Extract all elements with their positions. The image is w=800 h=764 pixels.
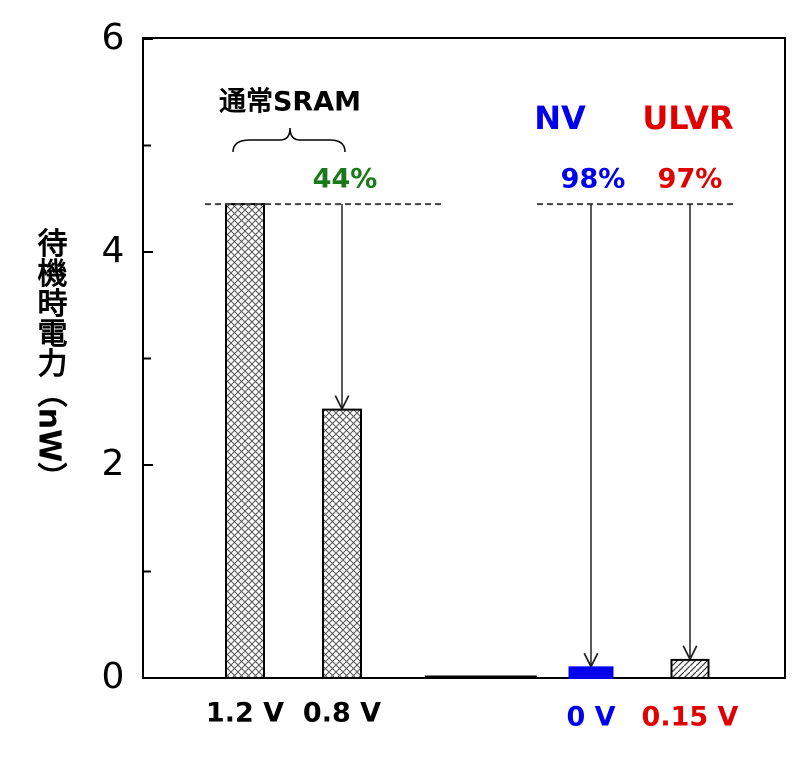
y-tick-label: 6 bbox=[102, 17, 125, 58]
bar bbox=[322, 408, 362, 679]
y-tick-label: 0 bbox=[102, 656, 125, 697]
x-tick-label: 0.15 V bbox=[642, 702, 739, 733]
y-tick-label: 4 bbox=[102, 230, 125, 271]
annotation: 通常SRAM bbox=[219, 87, 361, 118]
x-tick-label: 0.8 V bbox=[303, 698, 381, 729]
annotation: 44% bbox=[313, 164, 378, 195]
bar bbox=[225, 203, 265, 679]
y-axis-label: 待機時電力（nW） bbox=[32, 228, 68, 492]
annotation: ULVR bbox=[642, 99, 733, 137]
x-tick-label: 0 V bbox=[566, 702, 615, 733]
annotation: NV bbox=[534, 99, 586, 137]
bar bbox=[670, 658, 710, 680]
brace bbox=[232, 127, 346, 153]
annotation: 97% bbox=[658, 164, 723, 195]
x-tick-label: 1.2 V bbox=[206, 698, 284, 729]
y-tick-label: 2 bbox=[102, 443, 125, 484]
annotation: 98% bbox=[561, 164, 626, 195]
bar bbox=[568, 666, 614, 679]
